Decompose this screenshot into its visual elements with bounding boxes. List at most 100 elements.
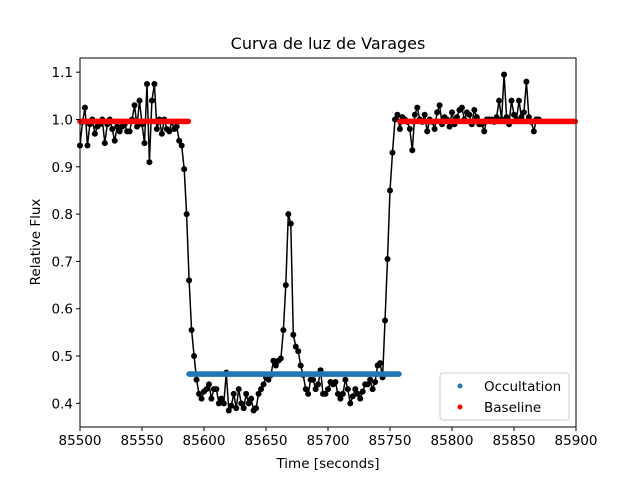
y-tick-label: 0.8 bbox=[52, 207, 73, 223]
light-curve-point bbox=[213, 386, 220, 393]
light-curve-point bbox=[369, 386, 376, 393]
x-tick-label: 85600 bbox=[183, 433, 226, 449]
light-curve-point bbox=[280, 327, 287, 334]
light-curve-point bbox=[258, 386, 265, 393]
x-tick-label: 85800 bbox=[431, 433, 474, 449]
light-curve-point bbox=[364, 381, 371, 388]
light-curve-point bbox=[411, 111, 418, 118]
light-curve-point bbox=[248, 395, 255, 402]
light-curve-point bbox=[315, 381, 322, 388]
light-curve-point bbox=[243, 390, 250, 397]
light-curve-point bbox=[508, 97, 515, 104]
light-curve-point bbox=[166, 128, 173, 135]
light-curve-point bbox=[530, 128, 537, 135]
light-curve-point bbox=[339, 390, 346, 397]
light-curve-point bbox=[81, 104, 88, 111]
light-curve-point bbox=[225, 407, 232, 414]
light-curve-point bbox=[253, 405, 260, 412]
light-curve-point bbox=[347, 400, 354, 407]
y-tick-label: 1.0 bbox=[52, 113, 73, 129]
light-curve-point bbox=[302, 386, 309, 393]
light-curve-point bbox=[215, 400, 222, 407]
x-axis-title: Time [seconds] bbox=[275, 456, 379, 472]
light-curve-point bbox=[394, 111, 401, 118]
light-curve-point bbox=[312, 386, 319, 393]
light-curve-point bbox=[153, 125, 160, 132]
light-curve-point bbox=[481, 128, 488, 135]
plot-area bbox=[77, 71, 578, 414]
light-curve-point bbox=[126, 128, 133, 135]
light-curve-point bbox=[409, 147, 416, 154]
light-curve-point bbox=[382, 317, 389, 324]
light-curve-point bbox=[158, 130, 165, 137]
light-curve-point bbox=[233, 405, 240, 412]
light-curve-point bbox=[148, 97, 155, 104]
light-curve-point bbox=[357, 395, 364, 402]
light-curve-point bbox=[270, 357, 277, 364]
light-curve-point bbox=[434, 109, 441, 116]
light-curve-point bbox=[297, 362, 304, 369]
light-curve-point bbox=[342, 376, 349, 383]
x-axis: 85500 85550 85600 85650 85700 85750 85800 85850… bbox=[59, 427, 598, 449]
light-curve-point bbox=[183, 211, 190, 218]
y-tick-label: 1.1 bbox=[52, 65, 73, 81]
light-curve-point bbox=[295, 348, 302, 355]
light-curve-point bbox=[260, 381, 267, 388]
light-curve-point bbox=[344, 386, 351, 393]
light-curve-point bbox=[446, 123, 453, 130]
light-curve-point bbox=[196, 390, 203, 397]
light-curve-point bbox=[354, 390, 361, 397]
light-curve-point bbox=[406, 125, 413, 132]
light-curve-point bbox=[173, 123, 180, 130]
light-curve-point bbox=[436, 102, 443, 109]
y-tick-label: 0.5 bbox=[52, 349, 73, 365]
light-curve-point bbox=[458, 104, 465, 111]
light-curve-point bbox=[228, 402, 235, 409]
light-curve-point bbox=[367, 376, 374, 383]
light-curve-point bbox=[136, 97, 143, 104]
baseline-point bbox=[572, 118, 578, 125]
light-curve-point bbox=[146, 159, 153, 166]
light-curve-point bbox=[511, 111, 517, 118]
light-curve-point bbox=[424, 128, 431, 135]
light-curve-point bbox=[449, 109, 455, 116]
light-curve-point bbox=[151, 81, 158, 88]
light-curve-point bbox=[191, 353, 198, 360]
light-curve-point bbox=[377, 360, 384, 367]
light-curve-point bbox=[198, 395, 205, 402]
x-tick-label: 85900 bbox=[555, 433, 598, 449]
light-curve-point bbox=[220, 400, 227, 407]
light-curve-point bbox=[501, 71, 508, 78]
light-curve-point bbox=[84, 142, 91, 149]
light-curve-point bbox=[520, 109, 527, 116]
light-curve-point bbox=[290, 331, 297, 338]
light-curve-point bbox=[515, 97, 522, 104]
light-curve-point bbox=[391, 116, 398, 123]
chart-title: Curva de luz de Varages bbox=[231, 34, 426, 53]
x-tick-label: 85650 bbox=[245, 433, 288, 449]
light-curve-point bbox=[387, 187, 393, 194]
light-curve-point bbox=[240, 405, 247, 412]
light-curve-point bbox=[176, 137, 183, 144]
light-curve-point bbox=[134, 123, 141, 130]
light-curve-point bbox=[334, 390, 341, 397]
light-curve-point bbox=[332, 379, 339, 386]
light-curve-point bbox=[471, 107, 478, 114]
light-curve-point bbox=[181, 166, 188, 173]
x-tick-label: 85700 bbox=[307, 433, 350, 449]
y-axis: 0.4 0.5 0.6 0.7 0.8 0.9 1.0 1.1 bbox=[52, 65, 80, 412]
light-curve-point bbox=[466, 111, 473, 118]
light-curve-point bbox=[188, 327, 195, 334]
baseline-point bbox=[185, 118, 192, 125]
legend-box bbox=[439, 372, 570, 421]
light-curve-point bbox=[255, 390, 262, 397]
light-curve-point bbox=[310, 376, 317, 383]
light-curve-point bbox=[431, 125, 438, 132]
light-curve-point bbox=[208, 395, 215, 402]
light-curve-point bbox=[272, 362, 279, 369]
light-curve-point bbox=[91, 130, 98, 137]
light-curve-point bbox=[141, 140, 148, 147]
x-tick-label: 85850 bbox=[493, 433, 536, 449]
light-curve-point bbox=[322, 390, 329, 397]
